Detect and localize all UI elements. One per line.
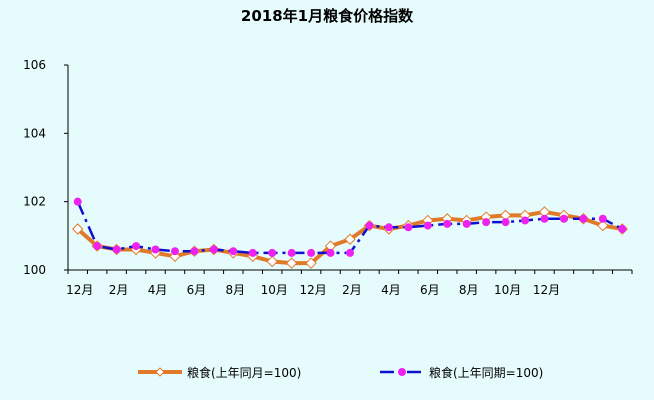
series-2-point	[73, 197, 82, 206]
series-2-line	[76, 201, 623, 255]
series-2-point	[287, 248, 296, 257]
x-tick-label: 10月	[261, 283, 288, 297]
series-2-point	[521, 216, 530, 225]
legend-2-label: 粮食(上年同期=100)	[429, 365, 543, 380]
series-2-point	[404, 223, 413, 232]
legend-2-marker	[398, 368, 406, 376]
x-tick-label: 8月	[459, 283, 479, 297]
series-1-point	[597, 219, 609, 232]
series-2-point	[462, 219, 471, 228]
series-2-point	[346, 248, 354, 257]
series-2-point	[307, 248, 316, 257]
series-2-point	[248, 248, 257, 257]
x-tick-label: 2月	[342, 283, 362, 297]
series-2-point	[423, 221, 432, 230]
series-2-point	[540, 214, 549, 223]
legend-1-marker	[155, 367, 165, 377]
x-tick-label: 10月	[494, 283, 521, 297]
legend-1-label: 粮食(上年同月=100)	[187, 365, 301, 380]
series-2-point	[112, 245, 121, 254]
series-2-point	[579, 214, 588, 223]
x-tick-label: 12月	[533, 283, 560, 297]
series-2-point	[93, 242, 102, 251]
series-2-point	[132, 242, 141, 251]
series-2-point	[190, 247, 199, 256]
chart-title: 2018年1月粮食价格指数	[240, 7, 414, 25]
series-1-point	[169, 250, 181, 263]
series-2-point	[151, 245, 160, 254]
series-1-point	[72, 223, 84, 235]
series-2-point	[268, 248, 277, 257]
y-tick-label: 104	[23, 126, 46, 140]
x-tick-label: 4月	[381, 283, 401, 297]
x-tick-label: 2月	[109, 283, 129, 297]
series-1-point	[344, 233, 356, 245]
series-2-point	[209, 245, 218, 254]
x-tick-label: 6月	[187, 283, 207, 297]
series-1-point	[285, 257, 298, 269]
x-tick-label: 6月	[420, 283, 440, 297]
series-2-point	[326, 248, 335, 257]
series-2-point	[384, 223, 393, 232]
x-tick-label: 12月	[66, 283, 93, 297]
series-2-point	[501, 218, 510, 227]
series-2-point	[170, 247, 179, 256]
x-tick-label: 12月	[299, 283, 326, 297]
x-tick-label: 4月	[148, 283, 168, 297]
y-tick-label: 106	[23, 58, 46, 72]
series-2-point	[482, 218, 491, 227]
series-2-point	[559, 214, 568, 223]
series-1-point	[305, 257, 317, 269]
series-2-point	[229, 247, 238, 256]
series-2-point	[618, 225, 627, 233]
y-tick-label: 102	[23, 195, 46, 209]
y-tick-label: 100	[23, 263, 46, 277]
series-2-point	[443, 219, 452, 228]
series-2-point	[598, 214, 607, 223]
x-tick-label: 8月	[225, 283, 245, 297]
series-2-point	[365, 221, 374, 230]
series-1-point	[266, 255, 278, 268]
